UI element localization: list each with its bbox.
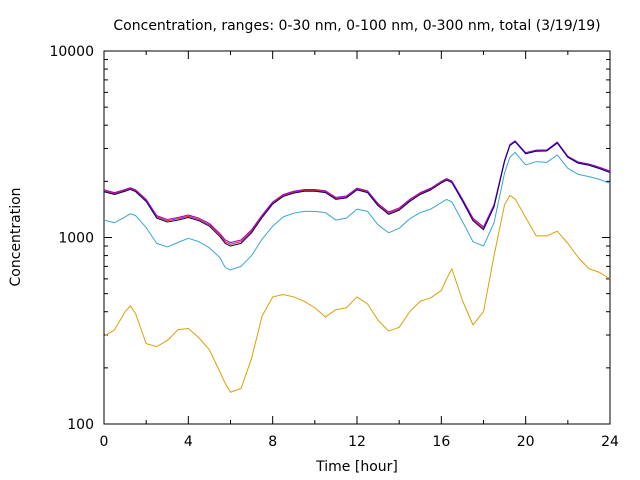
y-axis-label: Concentration [8, 187, 24, 286]
series-layer [103, 140, 611, 393]
x-tick-label: 8 [268, 434, 277, 450]
axis-ticks: 0 4 8 12 16 20 24 100 1000 10000 [49, 44, 619, 450]
y-tick-label: 1000 [58, 231, 94, 247]
series-line-0 [103, 140, 611, 245]
plot-frame [103, 50, 611, 425]
x-tick-label: 20 [517, 434, 535, 450]
x-tick-label: 16 [432, 434, 450, 450]
x-tick-label: 12 [348, 434, 366, 450]
x-tick-label: 24 [601, 434, 619, 450]
chart-title: Concentration, ranges: 0-30 nm, 0-100 nm… [113, 18, 600, 34]
series-line-3 [103, 151, 611, 271]
y-tick-label: 10000 [49, 44, 94, 60]
x-axis-label: Time [hour] [315, 459, 398, 475]
x-tick-label: 4 [184, 434, 193, 450]
series-line-4 [103, 194, 611, 393]
y-tick-label: 100 [67, 417, 94, 433]
series-line-1 [103, 140, 611, 244]
series-line-2 [103, 141, 611, 247]
x-tick-label: 0 [100, 434, 109, 450]
